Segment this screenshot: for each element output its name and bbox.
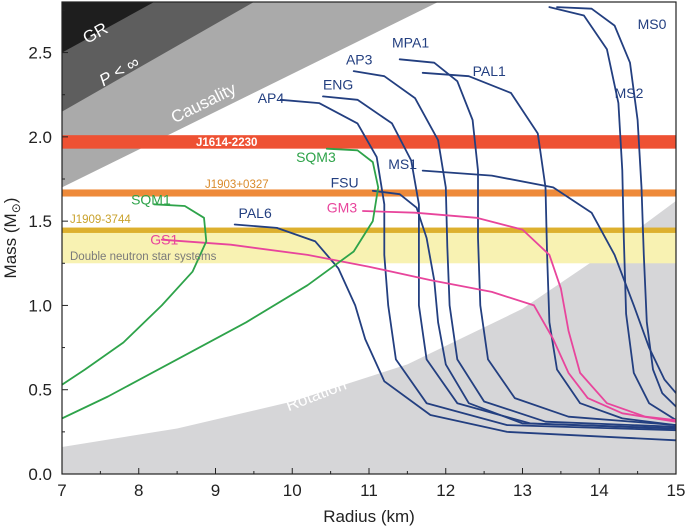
label-sqm3: SQM3 [296,149,336,165]
label-pal6: PAL6 [239,205,272,221]
band-label-j1614-2230: J1614-2230 [196,137,257,149]
curve-eng [322,95,676,430]
band-double-neutron-star-systems [62,232,676,264]
y-axis-title: Mass (M⊙) [1,198,23,279]
label-ms2: MS2 [615,85,644,101]
label-gs1: GS1 [150,232,178,248]
axes: 7 8 9 10 11 12 13 14 15 0.0 0.5 1.0 1.5 2.0 2.5 [28,9,685,500]
label-pal1: PAL1 [473,63,506,79]
label-ms0: MS0 [638,16,667,32]
band-label-double-neutron-star-systems: Double neutron star systems [70,251,217,263]
curve-ms0 [556,6,676,408]
curve-sqm3 [62,147,380,420]
band-j1903-0327 [62,189,676,197]
curve-pal1 [421,71,676,426]
y-tick-label: 0.5 [28,381,52,400]
curve-fsu [371,189,676,430]
y-tick-label: 0.0 [28,465,52,484]
curve-ms1 [421,169,676,394]
x-tick-label: 10 [283,481,302,500]
curve-ap3 [352,70,676,428]
x-tick-label: 11 [360,481,378,500]
curve-pal6 [233,223,676,442]
eos-curves [62,6,676,442]
curve-labels: MS0 MS2 PAL1 MPA1 AP3 ENG AP4 MS1 FSU PAL6 GM3 GS1 S… [131,16,667,248]
curve-gm3 [362,210,676,421]
x-tick-label: 13 [513,481,532,500]
x-tick-label: 14 [590,481,609,500]
band-label-j1909-3744: J1909-3744 [70,214,131,226]
curve-ap4 [279,98,676,432]
x-tick-label: 8 [134,481,143,500]
label-fsu: FSU [331,174,359,190]
label-ms1: MS1 [388,156,417,172]
y-tick-label: 1.0 [28,296,52,315]
label-eng: ENG [323,77,353,93]
x-axis-title: Radius (km) [323,507,415,526]
y-tick-label: 1.5 [28,212,52,231]
y-tick-label: 2.5 [28,44,52,63]
p-infinity-region [62,2,254,112]
y-tick-label: 2.0 [28,128,52,147]
gr-region [62,2,155,53]
curve-gs1 [160,238,676,423]
band-j1909-3744 [62,227,676,236]
label-gm3: GM3 [327,200,358,216]
band-label-j1903-0327: J1903+0327 [205,179,269,191]
curve-sqm1 [62,203,208,386]
x-tick-label: 7 [57,481,66,500]
label-mpa1: MPA1 [392,35,429,51]
x-tick-label: 12 [436,481,455,500]
label-ap4: AP4 [258,90,285,106]
rotation-region [62,200,676,474]
curve-mpa1 [398,58,676,426]
x-tick-label: 9 [211,481,220,500]
band-labels: J1614-2230 J1903+0327 J1909-3744 Double neu… [70,137,269,263]
label-ap3: AP3 [346,51,373,67]
x-tick-label: 15 [667,481,685,500]
curve-ms2 [548,6,676,421]
label-sqm1: SQM1 [131,191,171,207]
